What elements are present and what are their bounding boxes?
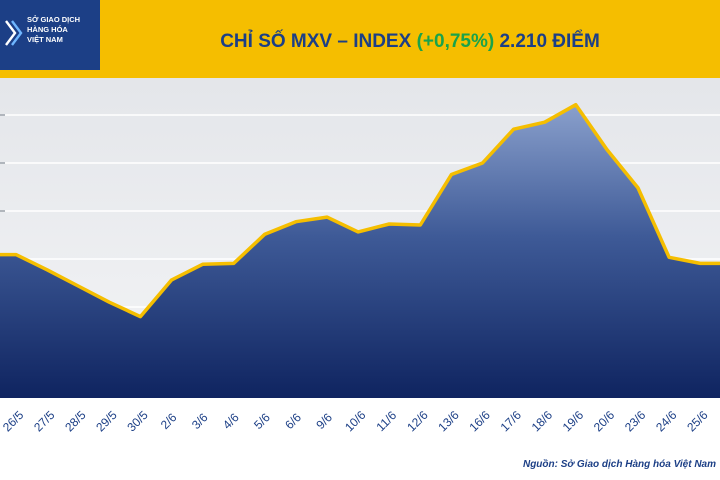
title-value: 2.210 ĐIỂM xyxy=(499,31,600,52)
logo-line-3: VIỆT NAM xyxy=(27,35,63,44)
page-title: CHỈ SỐ MXV – INDEX (+0,75%) 2.210 ĐIỂM xyxy=(100,31,720,53)
x-tick-label: 10/6 xyxy=(342,408,369,435)
x-tick-label: 24/6 xyxy=(653,408,680,435)
logo-text: SỞ GIAO DỊCH HÀNG HÓA VIỆT NAM xyxy=(27,15,80,45)
x-tick-label: 16/6 xyxy=(466,408,493,435)
x-tick-label: 3/6 xyxy=(189,410,211,432)
title-prefix: CHỈ SỐ MXV – INDEX xyxy=(220,31,412,52)
x-tick-label: 12/6 xyxy=(404,408,431,435)
x-tick-label: 30/5 xyxy=(124,408,151,435)
logo-chevron-icon xyxy=(5,20,23,46)
x-tick-label: 18/6 xyxy=(529,408,556,435)
series-line xyxy=(0,102,720,319)
x-tick-label: 13/6 xyxy=(435,408,462,435)
x-tick-label: 25/6 xyxy=(684,408,711,435)
source-note: Nguồn: Sở Giao dịch Hàng hóa Việt Nam xyxy=(522,459,716,470)
x-tick-label: 20/6 xyxy=(591,408,618,435)
x-tick-label: 5/6 xyxy=(251,410,273,432)
series-area xyxy=(0,104,720,398)
x-tick-label: 2/6 xyxy=(158,410,180,432)
x-tick-label: 6/6 xyxy=(282,410,304,432)
x-tick-label: 23/6 xyxy=(622,408,649,435)
x-tick-label: 11/6 xyxy=(373,408,399,434)
x-tick-label: 28/5 xyxy=(62,408,89,435)
x-axis-labels: 26/5 27/5 28/5 29/5 30/5 2/6 3/6 4/6 5/6 6/6 9/6 10… xyxy=(0,408,711,435)
logo-line-1: SỞ GIAO DỊCH xyxy=(27,15,81,24)
title-change: (+0,75%) xyxy=(416,31,495,52)
x-tick-label: 9/6 xyxy=(313,410,335,432)
logo-line-2: HÀNG HÓA xyxy=(27,25,68,34)
x-tick-label: 27/5 xyxy=(31,408,58,435)
x-tick-label: 4/6 xyxy=(220,410,242,432)
x-tick-label: 26/5 xyxy=(0,408,27,435)
logo: SỞ GIAO DỊCH HÀNG HÓA VIỆT NAM xyxy=(0,0,100,70)
x-tick-label: 19/6 xyxy=(560,408,587,435)
x-tick-label: 29/5 xyxy=(93,408,120,435)
header-banner: SỞ GIAO DỊCH HÀNG HÓA VIỆT NAM CHỈ SỐ MX… xyxy=(0,0,720,78)
index-area-chart: 26/5 27/5 28/5 29/5 30/5 2/6 3/6 4/6 5/6 6/6 9/6 10… xyxy=(0,78,720,435)
x-tick-label: 17/6 xyxy=(498,408,525,435)
